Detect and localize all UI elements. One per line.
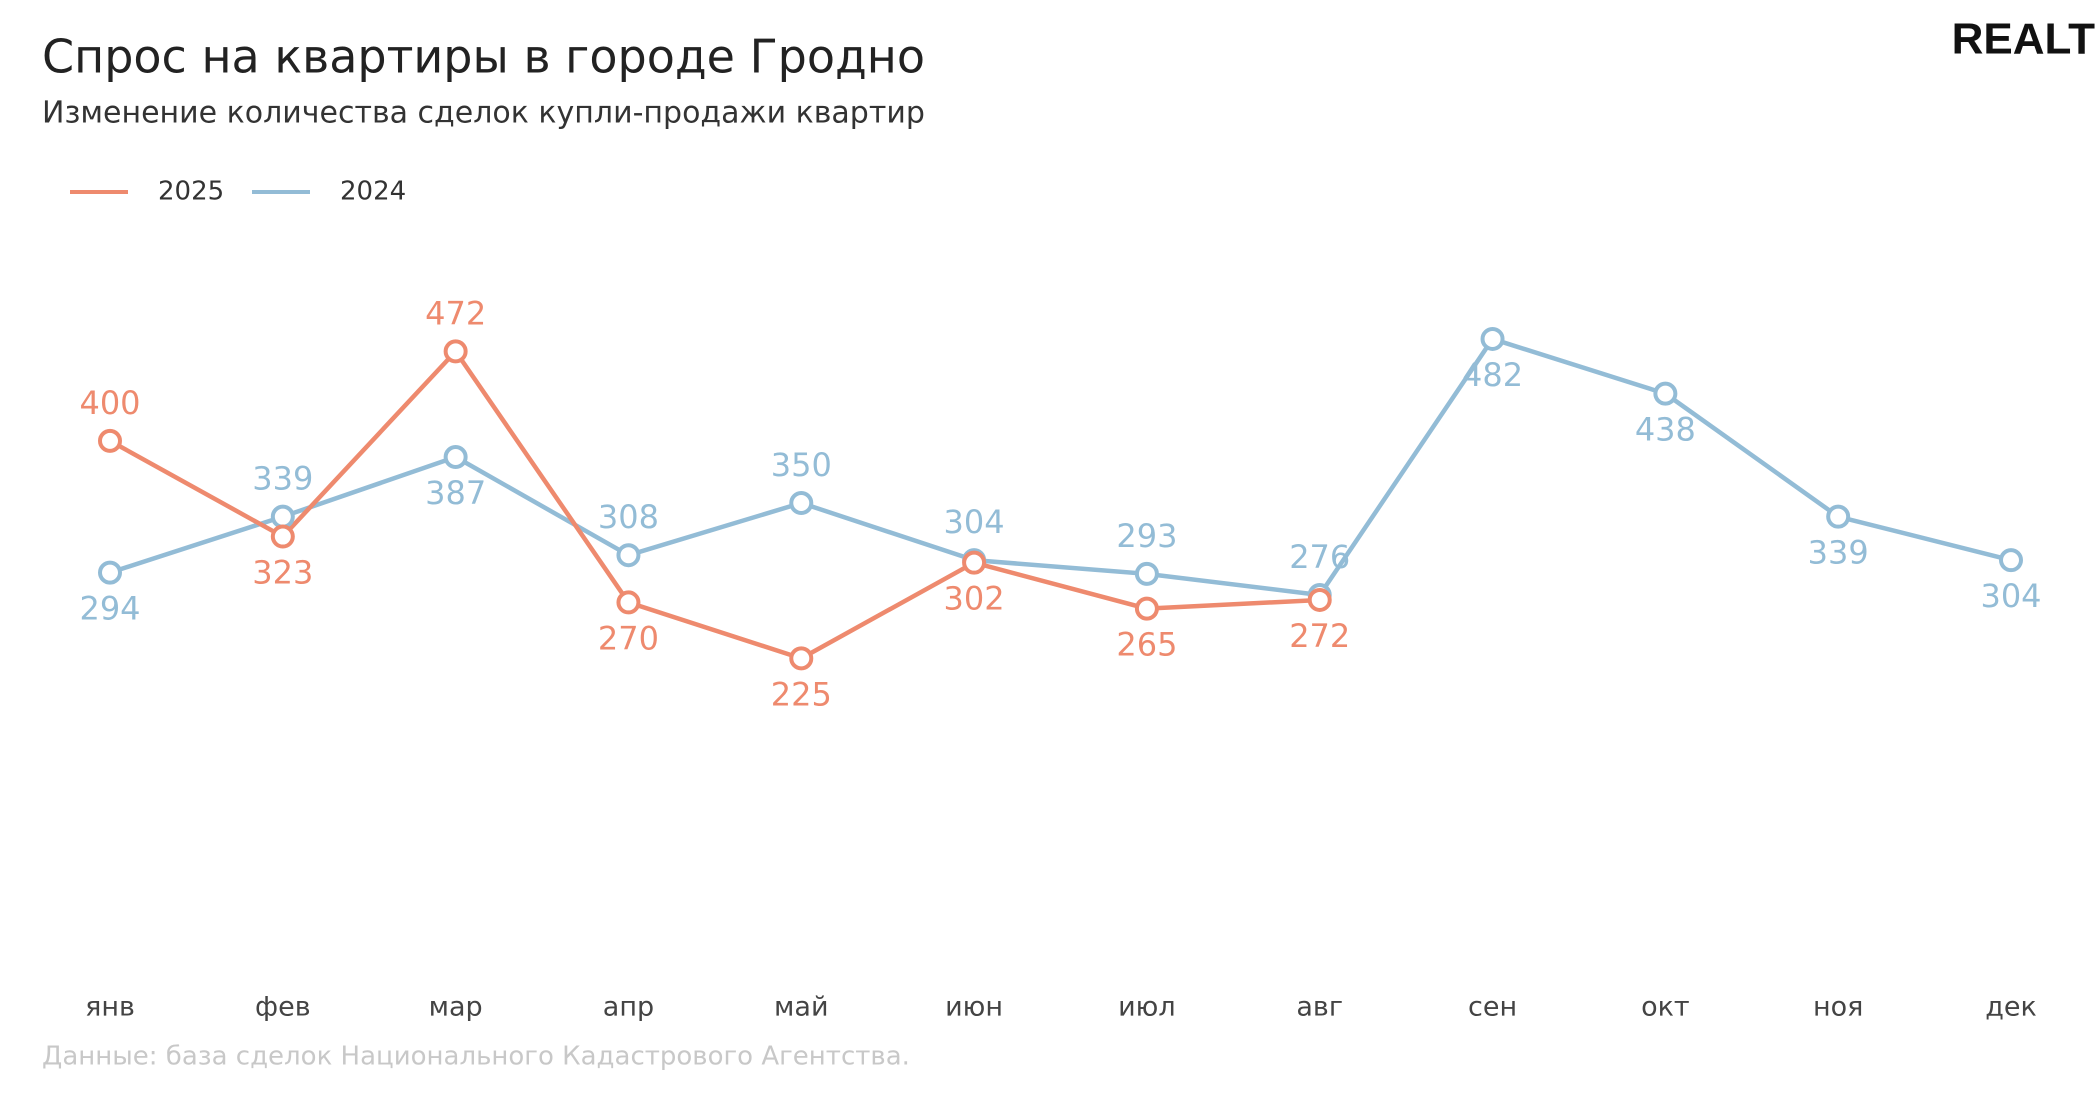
data-point — [1999, 548, 2023, 573]
data-point — [270, 524, 295, 549]
brand-logo: REALT — [1952, 15, 2096, 64]
x-tick-label: мар — [429, 992, 483, 1023]
data-label: 225 — [771, 675, 832, 713]
data-label: 308 — [598, 498, 659, 536]
data-point — [443, 339, 468, 364]
data-label: 438 — [1635, 411, 1696, 449]
x-tick-label: июл — [1118, 992, 1176, 1023]
data-label: 272 — [1289, 617, 1350, 655]
legend-label: 2024 — [340, 177, 406, 207]
data-label: 400 — [79, 384, 140, 422]
x-tick-label: окт — [1641, 992, 1690, 1023]
data-point — [1134, 596, 1159, 621]
x-tick-label: дек — [1985, 992, 2037, 1023]
data-point — [789, 646, 814, 671]
data-label: 323 — [252, 554, 313, 592]
data-label: 276 — [1289, 538, 1350, 576]
data-label: 304 — [1980, 577, 2041, 615]
x-tick-label: сен — [1468, 992, 1517, 1023]
chart-title: Спрос на квартиры в городе Гродно — [42, 30, 925, 84]
data-label: 304 — [944, 503, 1005, 541]
data-point — [98, 560, 122, 585]
data-point — [1134, 561, 1159, 586]
source-note: Данные: база сделок Национального Кадаст… — [42, 1042, 910, 1072]
data-point — [962, 550, 987, 575]
data-label: 294 — [79, 590, 140, 628]
series-line — [108, 349, 1320, 661]
data-point — [1826, 504, 1851, 529]
data-point — [98, 428, 122, 453]
x-tick-label: янв — [85, 992, 135, 1023]
data-label: 387 — [425, 474, 486, 512]
x-tick-label: июн — [945, 992, 1003, 1023]
data-point — [443, 445, 468, 470]
legend-label: 2025 — [158, 177, 224, 207]
data-label: 265 — [1116, 626, 1177, 664]
series-line — [109, 336, 2012, 598]
data-point — [789, 491, 814, 515]
x-tick-label: ноя — [1813, 992, 1863, 1023]
data-label: 339 — [1808, 534, 1869, 572]
data-point — [616, 543, 641, 568]
data-label: 350 — [771, 446, 832, 484]
data-label: 270 — [598, 619, 659, 657]
data-point — [1653, 381, 1678, 406]
chart-subtitle: Изменение количества сделок купли-продаж… — [42, 96, 925, 131]
data-label: 482 — [1462, 356, 1523, 394]
data-label: 293 — [1116, 517, 1177, 555]
data-point — [616, 590, 641, 615]
x-tick-label: май — [774, 992, 828, 1023]
data-label: 339 — [252, 460, 313, 498]
data-point — [1307, 587, 1332, 612]
data-label: 472 — [425, 294, 486, 332]
data-point — [270, 504, 295, 529]
data-label: 302 — [944, 580, 1005, 618]
x-tick-label: авг — [1296, 992, 1343, 1023]
x-tick-label: фев — [255, 992, 311, 1023]
data-point — [1480, 326, 1505, 351]
x-tick-label: апр — [603, 992, 654, 1023]
